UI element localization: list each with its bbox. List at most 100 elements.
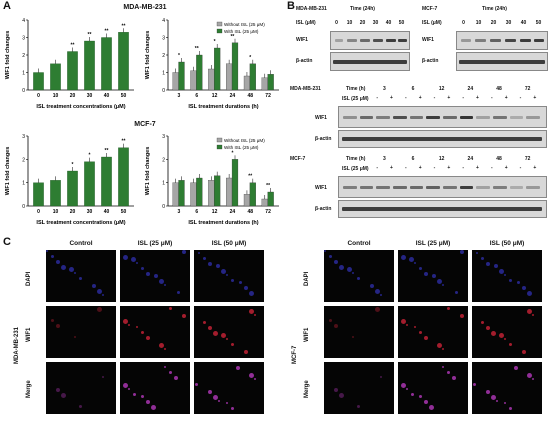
bar (196, 177, 203, 207)
concentration-label: 40 (520, 20, 527, 26)
treatment-sign: - (490, 165, 493, 171)
microscopy-grid-mda: Control ISL (25 μM) ISL (50 μM) DAPI WIF1 Mer… (12, 240, 272, 422)
blot-band (443, 116, 457, 119)
treatment-sign: + (418, 95, 422, 101)
blot-mda-concentration: MDA-MB-231 Time (24h) ISL (μM) 0 10 20 30 40… (296, 6, 410, 76)
blot-cell-label: MCF-7 (422, 6, 438, 12)
significance-label: ** (88, 32, 92, 38)
treatment-sign: - (519, 95, 522, 101)
x-tick-label: 48 (247, 93, 253, 99)
x-tick-label: 24 (230, 209, 236, 215)
treatment-sign: - (404, 165, 407, 171)
bar (231, 159, 239, 207)
blot-mcf-time: MCF-7 Time (h) ISL (25 μM) 3- +6- +12- +24-… (290, 156, 548, 226)
x-tick-label: 3 (178, 209, 181, 215)
mda-section-title: MDA-MB-231 (123, 4, 167, 11)
blot-actin (330, 52, 410, 71)
legend-swatch (216, 21, 223, 27)
blot-cell-label: MDA-MB-231 (290, 86, 321, 92)
bar (67, 51, 78, 91)
blot-actin (456, 52, 548, 71)
concentration-label: 10 (475, 20, 482, 26)
legend-label: With ISL (25 μM) (224, 29, 259, 34)
significance-label: ** (105, 29, 109, 35)
blot-time-label: Time (24h) (350, 6, 375, 12)
x-tick-label: 12 (212, 209, 218, 215)
x-tick-label: 30 (87, 93, 93, 99)
x-tick-label: 12 (212, 93, 218, 99)
x-tick-label: 10 (53, 209, 59, 215)
concentration-label: 20 (359, 20, 366, 26)
significance-label: * (231, 150, 233, 156)
column-label: ISL (25 μM) (415, 240, 451, 247)
cell-line-label: MCF-7 (292, 345, 298, 364)
time-label: 24 (467, 86, 474, 92)
microscopy-image (46, 250, 116, 302)
chart-mda-concentration: 0 1 2 3 4 WIF1 fold changes ISL treatment conc… (5, 18, 134, 110)
blot-band (459, 116, 474, 119)
blot-band (459, 186, 474, 189)
y-axis-label: WIF1 fold changes (145, 31, 151, 80)
blot-wif1 (338, 106, 547, 128)
treatment-sign: + (447, 165, 451, 171)
treatment-sign: - (462, 165, 464, 171)
row-label: DAPI (304, 271, 310, 286)
significance-label: ** (266, 183, 270, 189)
microscopy-grid-mcf: Control ISL (25 μM) ISL (50 μM) DAPI WIF1 Mer… (290, 240, 550, 422)
x-axis-label: ISL treatment durations (h) (188, 104, 258, 110)
column-label: ISL (50 μM) (489, 240, 525, 247)
blot-actin (338, 130, 547, 148)
column-label: ISL (25 μM) (137, 240, 173, 247)
blot-band (409, 186, 424, 189)
blot-row-actin: β-actin (296, 58, 313, 64)
time-label: 6 (411, 156, 415, 162)
y-tick-label: 0 (162, 88, 165, 94)
blot-row-wif1: WIF1 (315, 185, 327, 191)
blot-isl-label: ISL (μM) (296, 20, 316, 26)
concentration-label: 40 (385, 20, 392, 26)
bar (67, 170, 78, 207)
bar (261, 77, 268, 91)
concentration-label: 30 (505, 20, 512, 26)
blot-wif1 (338, 176, 547, 198)
significance-label: * (249, 55, 251, 61)
y-tick-label: 2 (162, 53, 165, 59)
blot-band (376, 116, 390, 119)
y-axis-label: WIF1 fold changes (5, 147, 11, 196)
column-label: ISL (50 μM) (211, 240, 247, 247)
panel-label-a: A (3, 0, 11, 12)
blot-band (376, 186, 390, 189)
panel-label-c: C (3, 236, 11, 248)
bar (214, 175, 221, 207)
blot-row-wif1: WIF1 (315, 115, 327, 121)
y-tick-label: 0 (22, 88, 25, 94)
blot-band (476, 116, 490, 119)
y-tick-label: 0 (22, 204, 25, 210)
microscopy-image (398, 306, 468, 358)
time-label: 12 (438, 156, 445, 162)
treatment-sign: + (476, 165, 479, 171)
bar (33, 182, 44, 207)
blot-row-wif1: WIF1 (422, 37, 434, 43)
y-tick-label: 1 (22, 181, 25, 187)
blot-cell-label: MCF-7 (290, 156, 306, 162)
microscopy-image (398, 362, 468, 414)
concentration-label: 0 (335, 20, 338, 26)
treatment-sign: + (504, 165, 508, 171)
x-tick-label: 40 (104, 93, 110, 99)
blot-time-label: Time (h) (346, 86, 366, 92)
concentration-label: 0 (462, 20, 465, 26)
y-tick-label: 3 (162, 36, 165, 42)
bar (190, 70, 197, 91)
bar (178, 61, 185, 91)
microscopy-image (472, 306, 542, 358)
time-label: 24 (467, 156, 474, 162)
bar (226, 63, 233, 91)
treatment-sign: - (490, 95, 493, 101)
bar (243, 194, 251, 207)
y-tick-label: 3 (162, 134, 165, 140)
treatment-sign: - (462, 95, 464, 101)
legend-swatch (216, 144, 223, 150)
